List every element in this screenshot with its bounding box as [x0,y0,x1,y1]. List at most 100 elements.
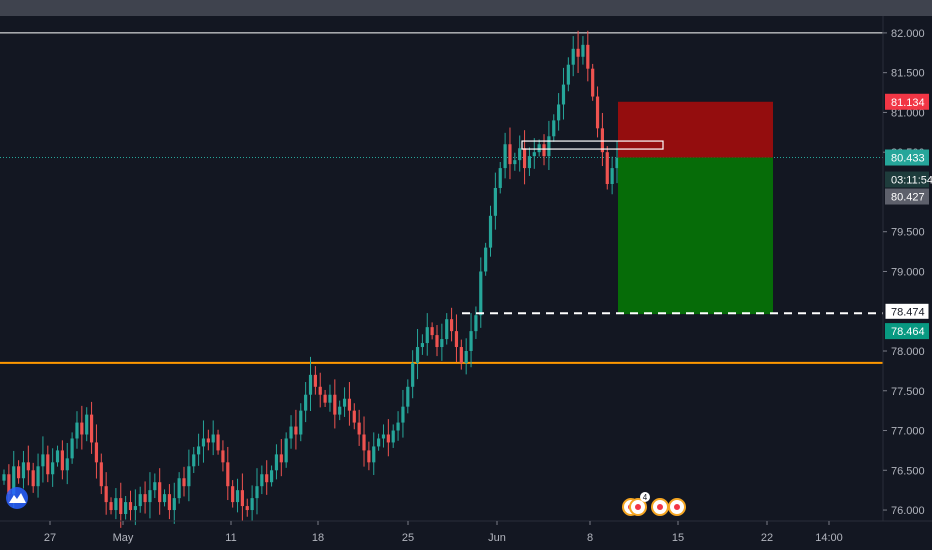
candle [304,382,308,423]
candle [162,489,167,507]
candle [552,114,556,142]
time-tick-label: 25 [402,532,414,544]
candles [2,30,619,528]
candle [440,323,444,361]
price-tick-label: 82.000 [891,28,925,40]
candle [479,257,483,328]
candle [104,472,108,515]
candle [420,334,424,355]
candle [124,495,128,520]
time-tick-label: May [113,532,134,544]
countdown-tag: 03:11:54 [885,171,932,188]
svg-text:80.427: 80.427 [891,192,925,204]
candle [425,313,429,356]
candle [148,472,152,519]
price-tick-label: 79.500 [891,227,925,239]
candle [610,156,614,195]
candle [406,379,410,414]
candle [377,433,381,451]
candle [128,490,133,521]
time-tick-label: 15 [672,532,684,544]
candle [36,453,40,498]
candle [2,469,6,485]
candle [260,465,264,495]
stop-loss-price-tag: 81.134 [885,93,929,110]
candle [542,134,546,166]
current-price-tag: 80.433 [885,149,929,166]
time-axis[interactable]: 27 May 11 18 25 Jun 8 15 22 14:00 [44,521,843,544]
candle [484,242,488,276]
candle [581,36,585,65]
candle [201,420,206,463]
candle [522,130,527,185]
stop-loss-zone[interactable] [618,101,773,158]
candle [177,472,181,504]
price-tick-label: 76.500 [891,465,925,477]
price-tick-label: 77.000 [891,426,925,438]
candle [537,139,541,157]
candle [615,141,619,184]
candle [240,473,244,522]
candle [576,30,580,73]
candle [372,432,376,475]
candle [561,67,566,120]
candle [605,146,609,190]
candle [192,446,196,473]
candle [435,325,439,357]
time-tick-label: 8 [587,532,593,544]
candle [114,488,118,520]
candle [362,416,366,467]
candle [221,440,225,472]
previous-close-tag: 80.427 [885,188,929,205]
candle [508,127,512,180]
candle [323,389,327,407]
candle [547,120,551,171]
tradingview-logo[interactable] [6,487,28,509]
candle [415,328,420,380]
candle [445,313,449,345]
candle [299,403,303,442]
candle [99,453,103,495]
svg-text:03:11:54: 03:11:54 [891,175,932,187]
svg-text:81.134: 81.134 [891,97,925,109]
entry-marker-box[interactable] [521,140,664,150]
candle [464,338,468,375]
candle [498,161,502,194]
take-profit-price-tag: 78.464 [885,323,929,340]
time-tick-label: Jun [488,532,506,544]
candle [532,138,536,169]
candle [255,468,259,515]
price-tick-label: 81.500 [891,68,925,80]
candle [172,482,176,524]
candle [167,484,172,520]
candle [488,205,493,257]
candle [600,112,605,167]
top-toolbar-strip [0,0,932,16]
candle [153,473,157,499]
candle [235,478,240,513]
candle [46,445,50,483]
candle [595,86,600,138]
candle [586,30,590,82]
svg-text:80.433: 80.433 [891,153,925,165]
svg-text:78.474: 78.474 [891,306,925,318]
candle [245,498,249,517]
event-markers[interactable]: 4 [622,492,686,516]
candle [557,93,561,131]
event-count-badge: 4 [643,493,648,502]
candle [338,400,342,421]
candle [411,350,415,399]
candle [143,481,147,514]
dashed-level-tag: 78.474 [884,302,930,320]
candle [381,424,386,448]
target-zone[interactable] [618,157,773,315]
candle [265,460,269,495]
candle [250,485,254,522]
candle [41,436,45,483]
price-tags: 81.134 80.433 03:11:54 80.427 78.474 78.464 [884,93,932,340]
candle [109,497,113,515]
candle [566,57,570,92]
candle [342,387,347,417]
candle [474,306,478,339]
